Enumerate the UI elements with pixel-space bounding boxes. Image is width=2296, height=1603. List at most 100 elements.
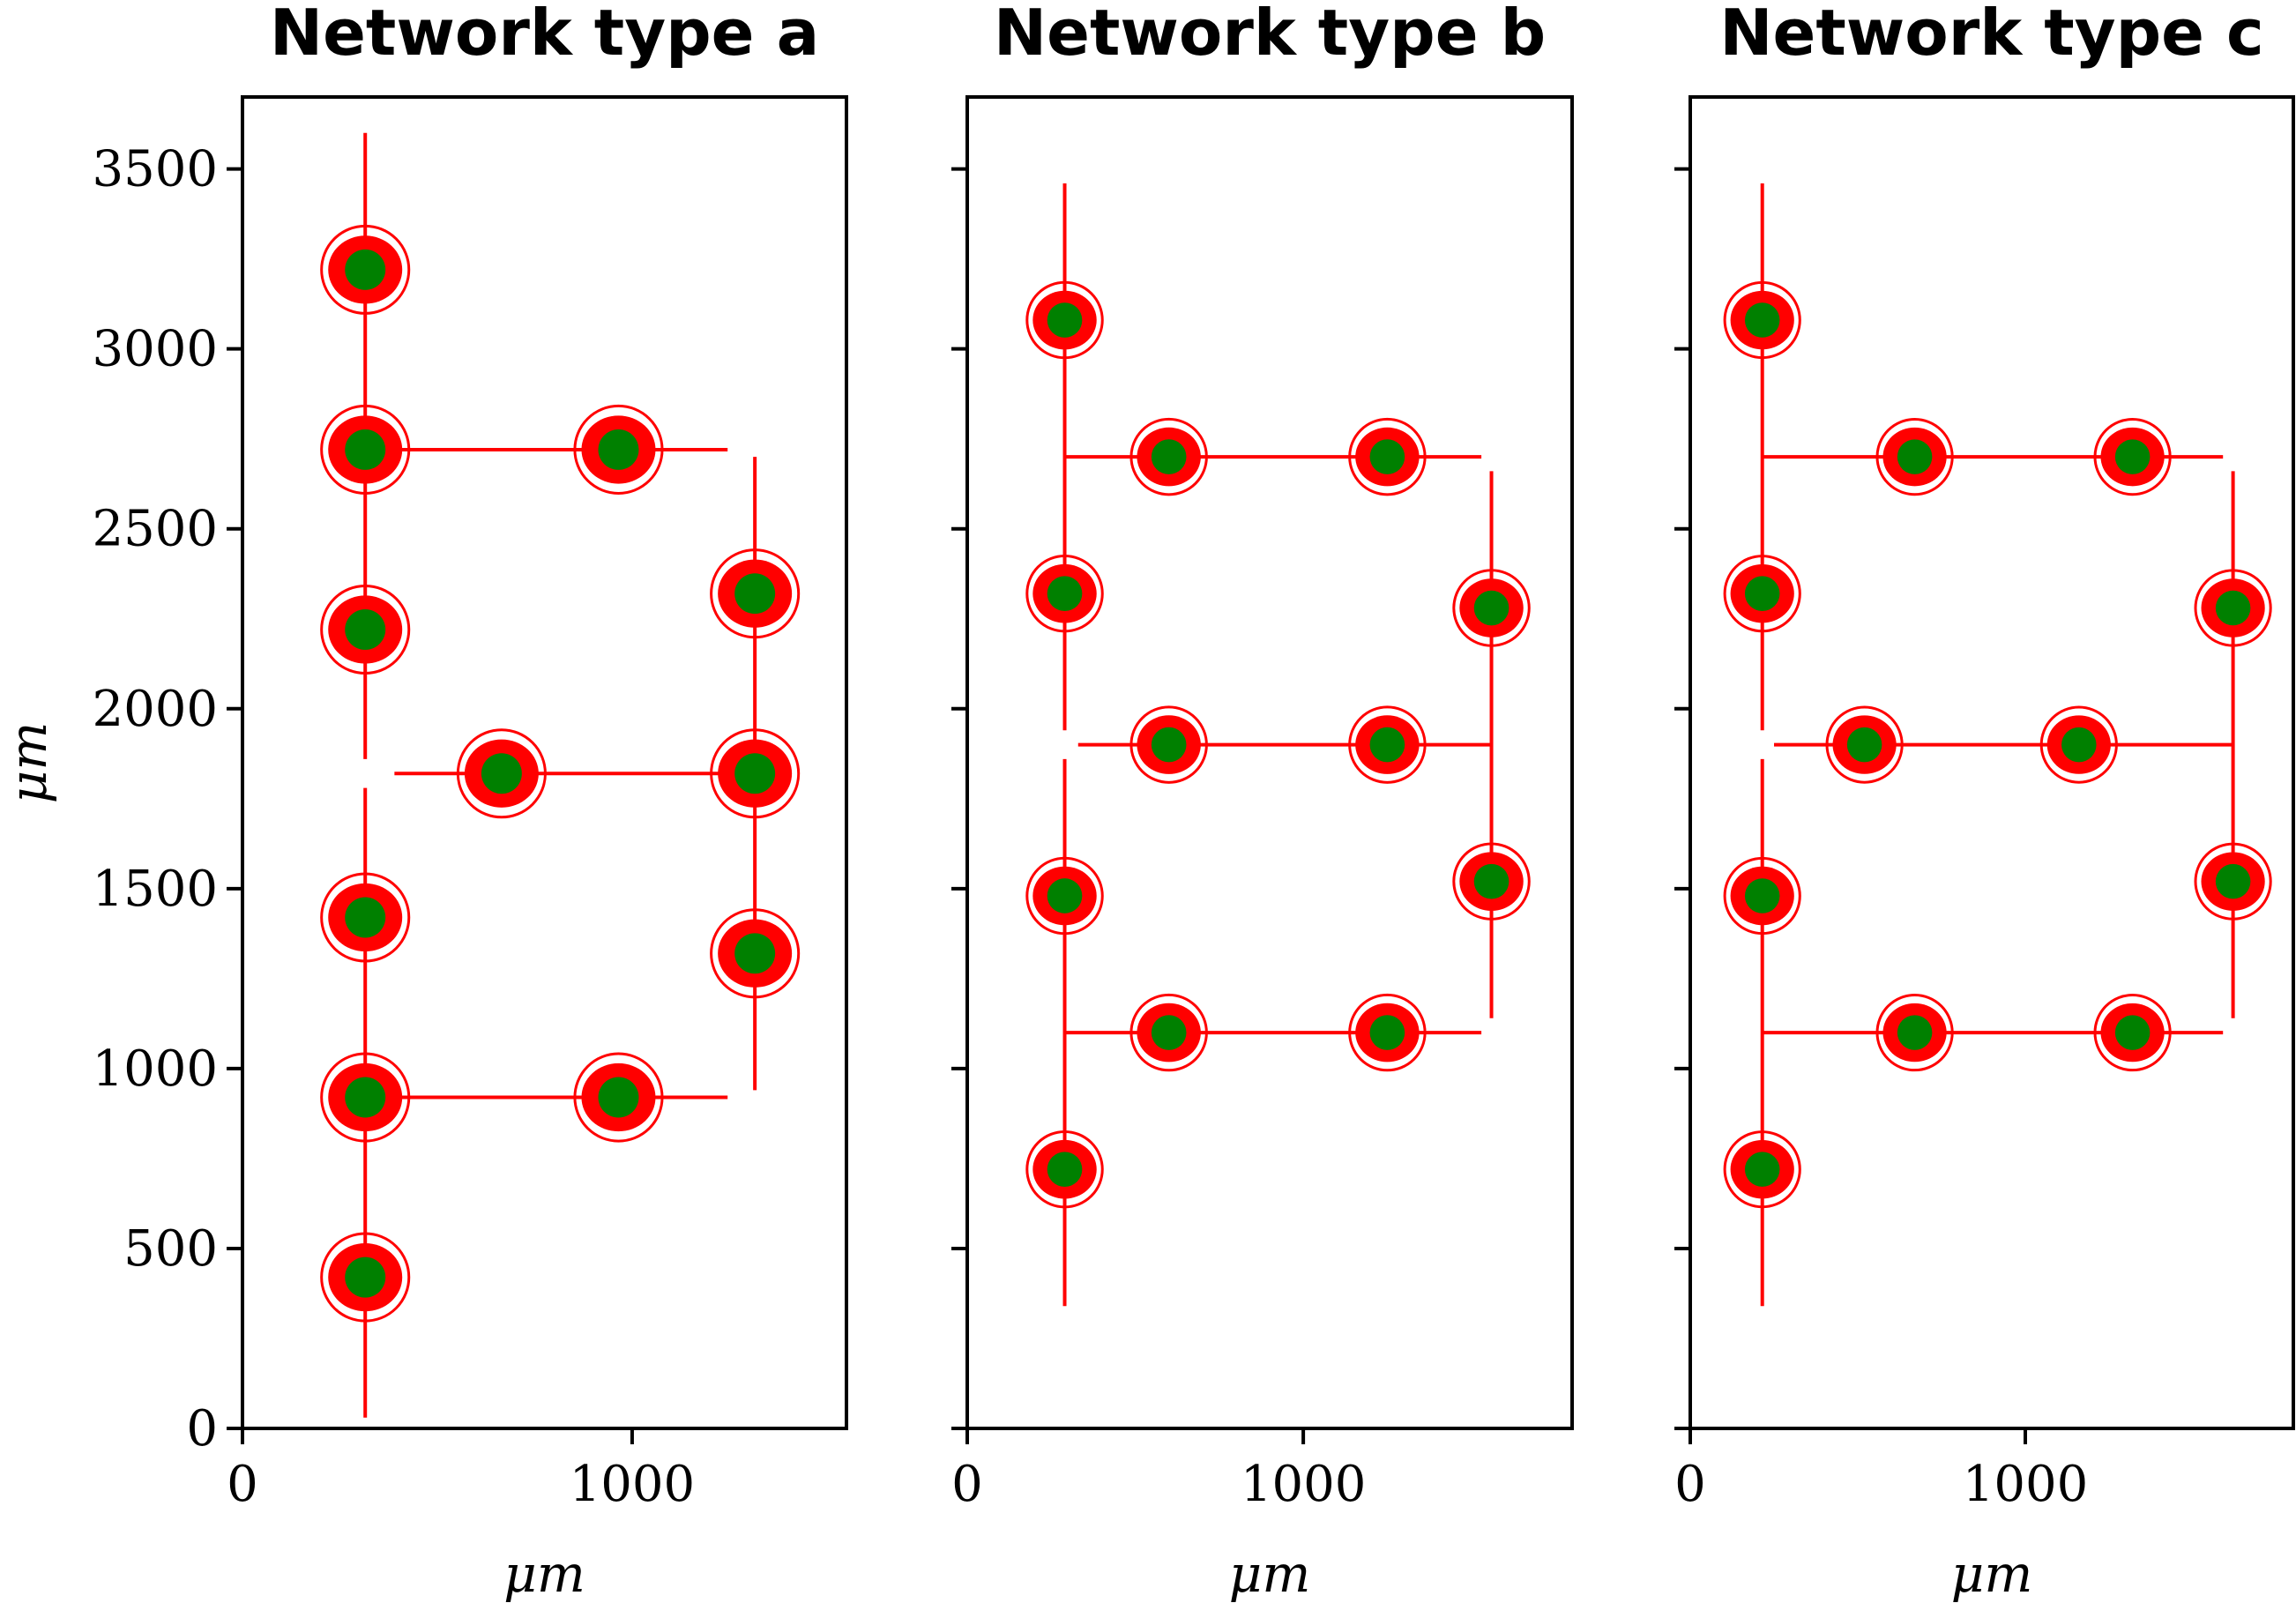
cell-outline bbox=[320, 1052, 411, 1143]
cell-outline bbox=[2194, 842, 2272, 921]
nucleus bbox=[2114, 1015, 2151, 1050]
nucleus bbox=[1151, 727, 1187, 763]
cell-outline bbox=[2194, 569, 2272, 647]
plot-area bbox=[1723, 183, 2272, 1307]
nucleus bbox=[1369, 439, 1405, 474]
cell-outline bbox=[2093, 993, 2172, 1072]
nucleus bbox=[481, 753, 522, 794]
y-tick-label: 2500 bbox=[92, 501, 218, 558]
panel-network-type-b: 0 1000 Network type b μm bbox=[951, 0, 1574, 1603]
cell-outline bbox=[1348, 993, 1427, 1072]
nucleus bbox=[1744, 302, 1780, 338]
cell-outline bbox=[1452, 842, 1531, 921]
cell-outline bbox=[320, 584, 411, 675]
cell-outline bbox=[1452, 569, 1531, 647]
nucleus bbox=[2061, 727, 2097, 763]
nucleus bbox=[1744, 878, 1780, 913]
x-axis-label: μm bbox=[503, 1544, 585, 1603]
cell-outline bbox=[1129, 993, 1208, 1072]
y-tick-label: 3000 bbox=[92, 321, 218, 378]
cell-outline bbox=[710, 908, 801, 999]
cell-outline bbox=[1025, 280, 1104, 360]
cell-outline bbox=[2039, 705, 2118, 784]
cell-outline bbox=[710, 548, 801, 639]
cell-outline bbox=[1723, 555, 1801, 633]
panel-title: Network type b bbox=[994, 0, 1546, 70]
x-axis-label: μm bbox=[1951, 1544, 2033, 1603]
cell-outline bbox=[1723, 856, 1801, 936]
nucleus bbox=[598, 1077, 639, 1118]
cell-outline bbox=[1129, 417, 1208, 496]
x-tick-label: 1000 bbox=[1963, 1456, 2089, 1513]
y-tick-label: 2000 bbox=[92, 681, 218, 738]
panel-network-type-a: 0 500 1000 1500 2000 2500 3000 3500 0 1000 Network… bbox=[0, 0, 848, 1603]
nucleus bbox=[1151, 1015, 1187, 1050]
nucleus bbox=[345, 897, 386, 938]
y-tick-label: 0 bbox=[186, 1400, 218, 1458]
cell-outline bbox=[573, 404, 664, 495]
nucleus bbox=[1369, 727, 1405, 763]
cell-outline bbox=[2093, 418, 2172, 496]
y-tick-label: 500 bbox=[123, 1220, 218, 1278]
cell-outline bbox=[573, 1052, 664, 1143]
nucleus bbox=[1151, 439, 1187, 474]
nucleus bbox=[734, 753, 776, 794]
nucleus bbox=[1473, 590, 1510, 626]
nucleus bbox=[734, 573, 776, 615]
cell-outline bbox=[320, 404, 411, 495]
x-tick-label: 0 bbox=[1674, 1456, 1706, 1513]
cell-outline bbox=[1129, 705, 1208, 784]
cell-outline bbox=[1025, 554, 1104, 633]
nucleus bbox=[1473, 863, 1510, 899]
panel-title: Network type a bbox=[270, 0, 819, 70]
cell-outline bbox=[1723, 280, 1801, 360]
x-tick-label: 1000 bbox=[1241, 1456, 1367, 1513]
axes-frame bbox=[965, 95, 1574, 1430]
cell-outline bbox=[1825, 705, 1904, 784]
cell-outline bbox=[1348, 705, 1427, 784]
y-tick-label: 3500 bbox=[92, 141, 218, 198]
cell-outline bbox=[1348, 417, 1427, 496]
y-axis-label: μm bbox=[0, 722, 58, 804]
nucleus bbox=[1047, 1152, 1083, 1187]
nucleus bbox=[345, 1077, 386, 1118]
nucleus bbox=[1897, 1015, 1933, 1050]
cell-outline bbox=[320, 224, 411, 315]
axes-frame bbox=[1688, 95, 2295, 1430]
cell-outline bbox=[320, 1232, 411, 1323]
cell-outline bbox=[1025, 856, 1104, 936]
nucleus bbox=[345, 1256, 386, 1298]
nucleus bbox=[1047, 302, 1083, 338]
nucleus bbox=[1744, 576, 1780, 611]
nucleus bbox=[1047, 878, 1083, 913]
x-axis-label: μm bbox=[1229, 1544, 1311, 1603]
x-tick-label: 0 bbox=[951, 1456, 983, 1513]
y-tick-label: 1500 bbox=[92, 861, 218, 918]
axes-frame bbox=[241, 95, 848, 1430]
nucleus bbox=[2114, 439, 2151, 474]
plot-area bbox=[320, 132, 801, 1418]
x-tick-label: 1000 bbox=[570, 1456, 696, 1513]
cell-outline bbox=[710, 728, 801, 819]
cell-outline bbox=[1875, 418, 1954, 496]
x-tick-label: 0 bbox=[227, 1456, 258, 1513]
plot-area bbox=[1025, 183, 1531, 1307]
nucleus bbox=[1047, 576, 1083, 612]
nucleus bbox=[345, 609, 386, 650]
nucleus bbox=[345, 249, 386, 290]
nucleus bbox=[734, 933, 776, 974]
panel-network-type-c: 0 1000 Network type c μm bbox=[1674, 0, 2295, 1603]
nucleus bbox=[1846, 727, 1882, 763]
nucleus bbox=[345, 429, 386, 470]
cell-outline bbox=[1875, 993, 1954, 1072]
nucleus bbox=[1897, 439, 1933, 474]
y-tick-label: 1000 bbox=[92, 1040, 218, 1098]
panel-title: Network type c bbox=[1719, 0, 2263, 70]
cell-outline bbox=[1723, 1130, 1801, 1209]
cell-outline bbox=[456, 728, 547, 819]
nucleus bbox=[1369, 1015, 1405, 1050]
nucleus bbox=[2215, 590, 2251, 626]
nucleus bbox=[1744, 1152, 1780, 1187]
nucleus bbox=[2215, 863, 2251, 899]
